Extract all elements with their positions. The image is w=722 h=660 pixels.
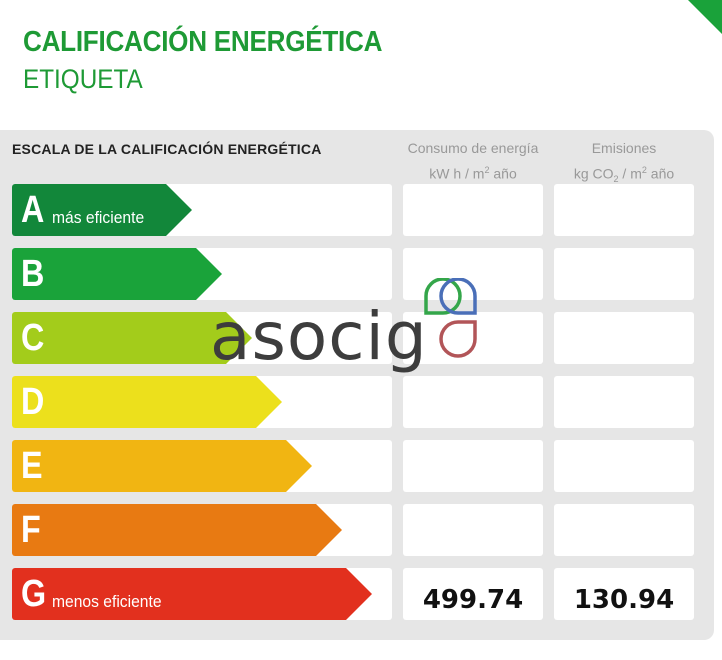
emisiones-cell: [554, 248, 694, 300]
emisiones-cell: [554, 440, 694, 492]
emisiones-header-unit: kg CO2 / m2 año: [573, 165, 675, 185]
scale-title: ESCALA DE LA CALIFICACIÓN ENERGÉTICA: [12, 141, 322, 157]
emisiones-value: 130.94: [573, 585, 675, 615]
emisiones-column-header: Emisiones kg CO2 / m2 año: [554, 138, 694, 190]
rating-bar-e: E: [12, 440, 312, 492]
rating-letter: E: [21, 445, 43, 487]
rating-bar-f: F: [12, 504, 342, 556]
page-subtitle: ETIQUETA: [23, 64, 143, 94]
watermark-leaf-blue: [439, 278, 477, 315]
rating-letter: D: [21, 381, 45, 423]
consumo-cell: [403, 376, 543, 428]
consumo-header-line1: Consumo de energía: [407, 140, 539, 156]
emisiones-cell: [554, 504, 694, 556]
rating-letter: B: [21, 253, 45, 295]
emisiones-header-line1: Emisiones: [591, 140, 657, 156]
emisiones-cell: [554, 184, 694, 236]
rating-letter: F: [21, 509, 41, 551]
consumo-value: 499.74: [422, 585, 524, 615]
watermark-leaf-red: [439, 320, 477, 358]
consumo-cell: [403, 504, 543, 556]
emisiones-cell: [554, 312, 694, 364]
consumo-cell: [403, 440, 543, 492]
rating-bar-b: B: [12, 248, 222, 300]
rating-letter: C: [21, 317, 45, 359]
rating-description: menos eficiente: [52, 592, 162, 611]
emisiones-cell: [554, 376, 694, 428]
page-title: CALIFICACIÓN ENERGÉTICA: [23, 26, 383, 58]
emisiones-cell: [554, 568, 694, 620]
consumo-cell: [403, 184, 543, 236]
corner-accent: [688, 0, 722, 34]
consumo-cell: [403, 568, 543, 620]
rating-letter: A: [21, 189, 45, 231]
asocig-watermark: asocig: [210, 278, 477, 375]
rating-letter: G: [21, 573, 47, 615]
watermark-leaf-green: [424, 278, 462, 315]
watermark-text: asocig: [210, 298, 428, 375]
consumo-column-header: Consumo de energía kW h / m2 año: [403, 138, 543, 185]
consumo-header-unit: kW h / m2 año: [429, 165, 517, 182]
rating-bar-c: C: [12, 312, 252, 364]
rating-bar-d: D: [12, 376, 282, 428]
rating-description: más eficiente: [52, 208, 145, 227]
